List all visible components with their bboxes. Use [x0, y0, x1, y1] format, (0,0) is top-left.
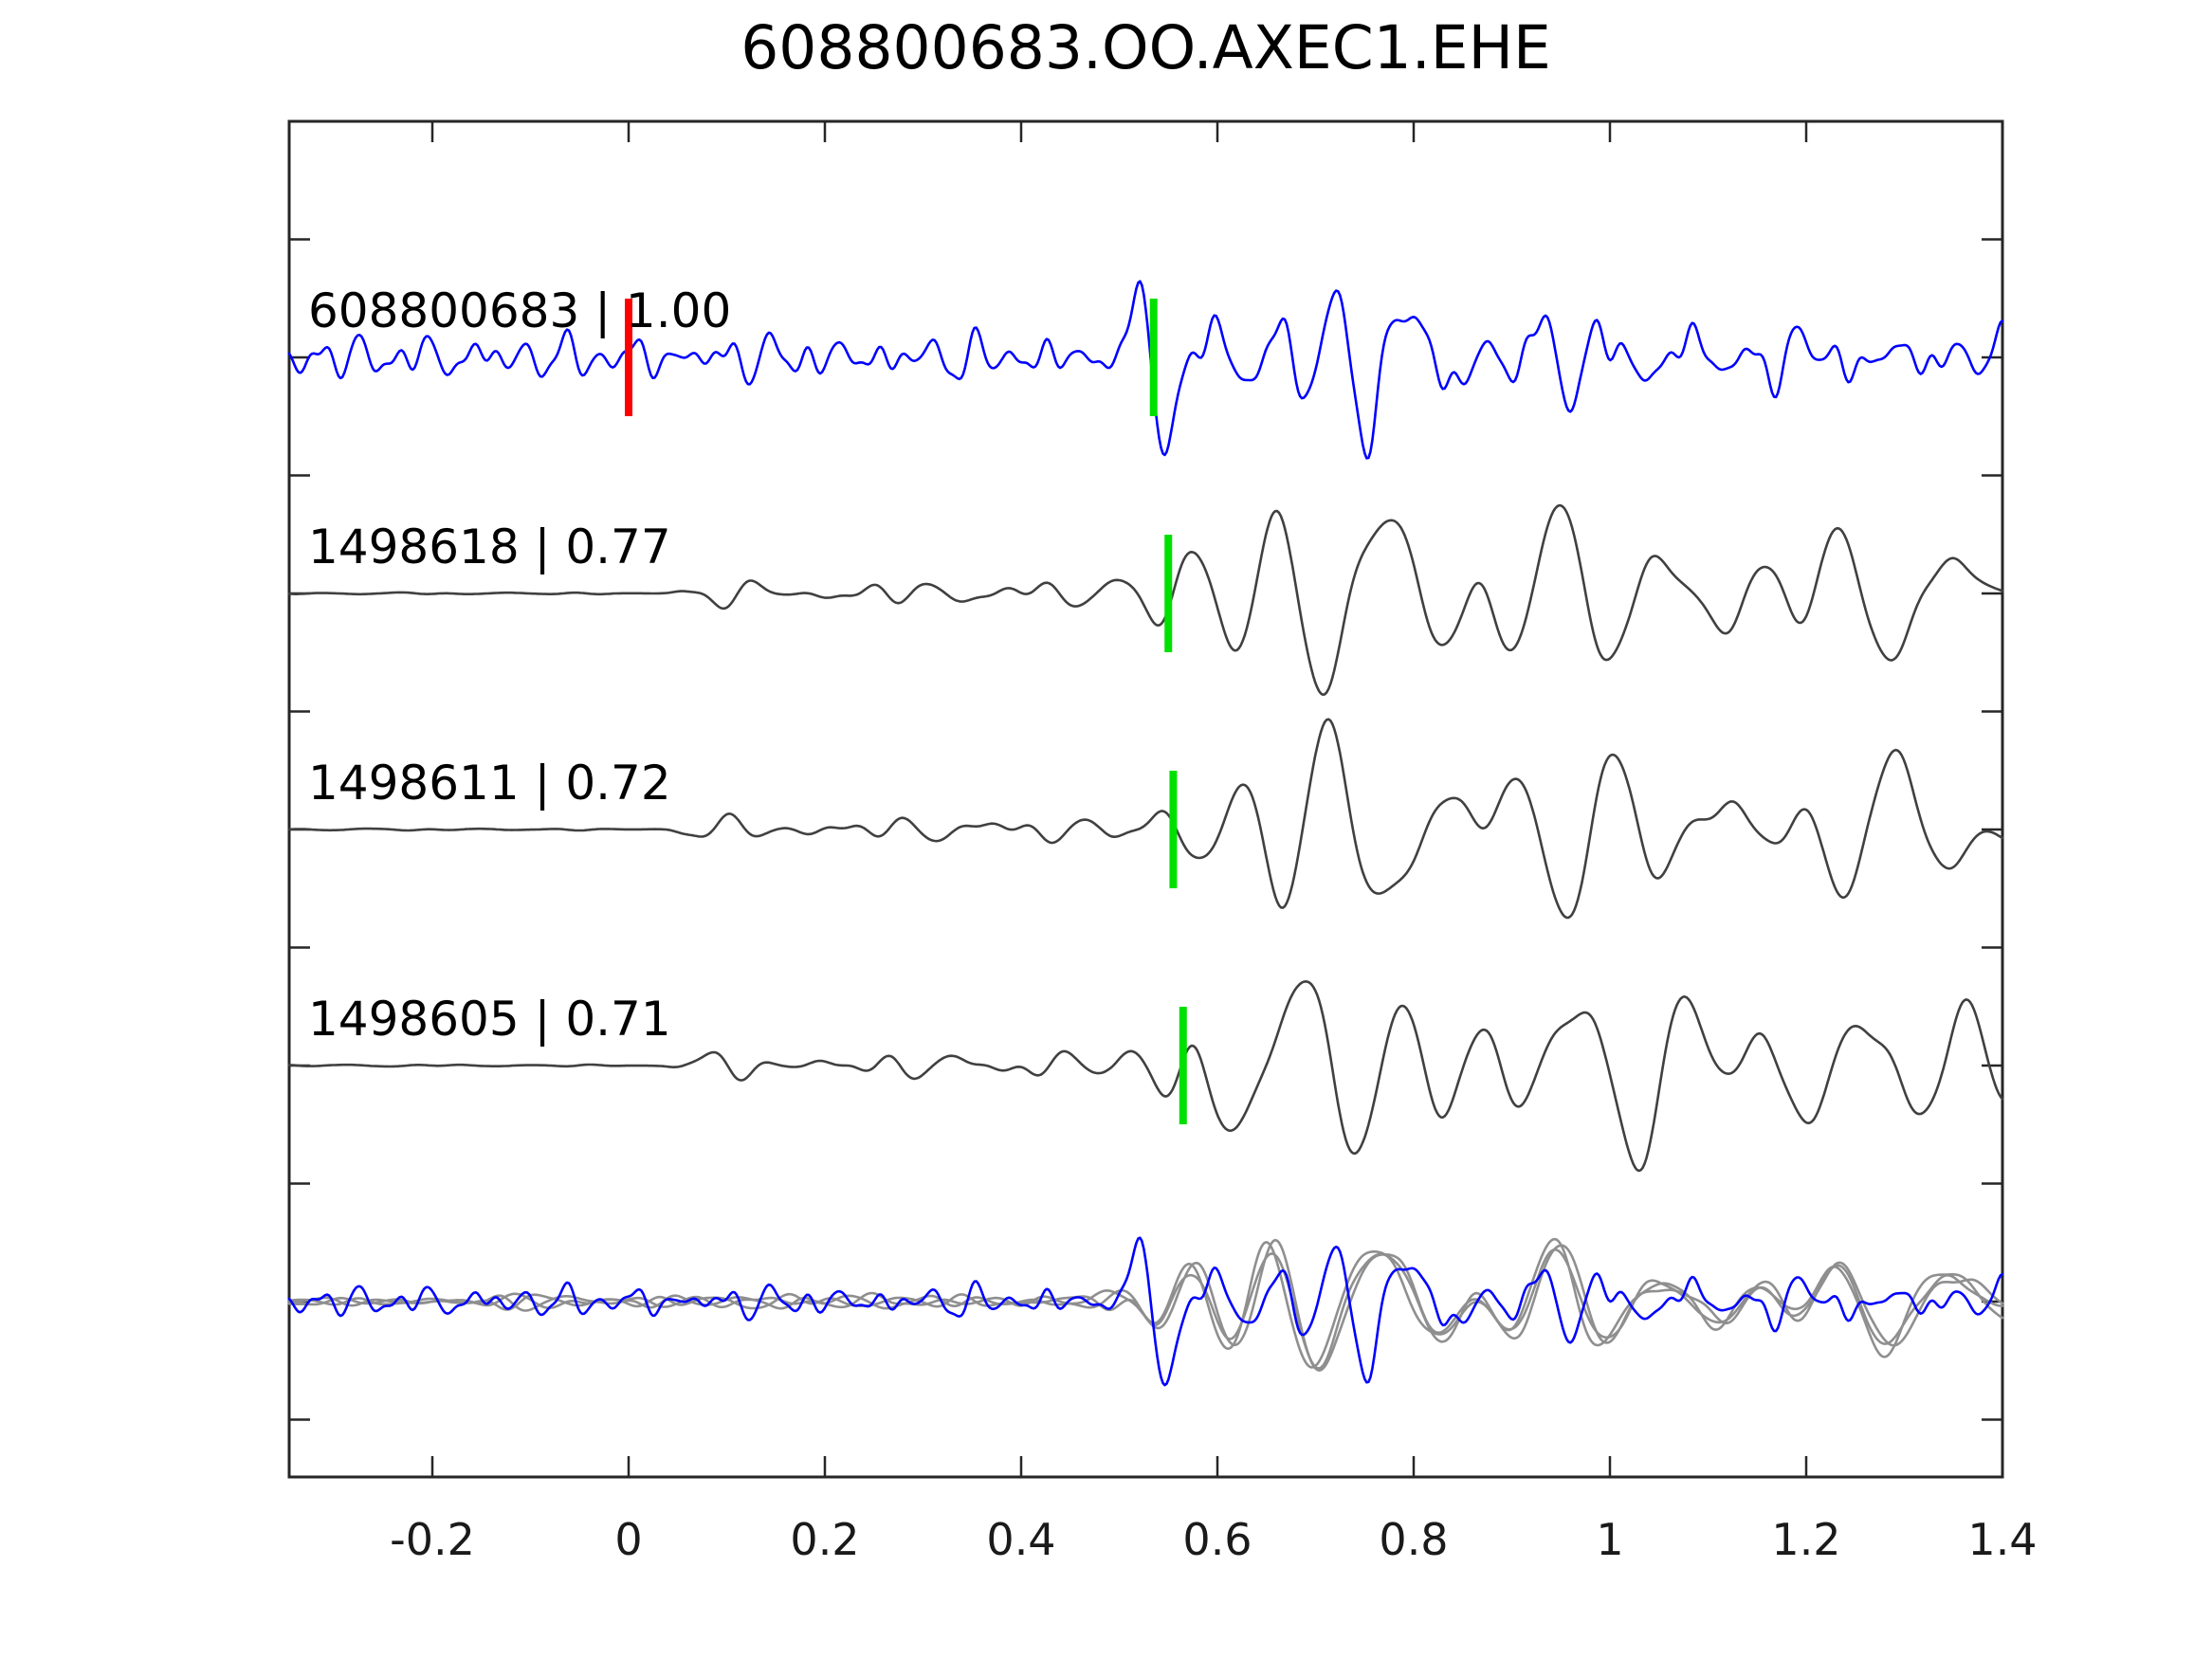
reference-time-marker [625, 299, 632, 416]
x-tick-label: 1.4 [1967, 1514, 2037, 1565]
x-tick-label: 1.2 [1771, 1514, 1840, 1565]
x-tick-label: -0.2 [390, 1514, 475, 1565]
pick-marker-1498611 [1169, 771, 1178, 888]
pick-marker-1498605 [1179, 1007, 1187, 1124]
plot-title: 608800683.OO.AXEC1.EHE [740, 13, 1551, 82]
trace-label-608800683: 608800683 | 1.00 [308, 283, 731, 338]
x-tick-label: 0.8 [1379, 1514, 1448, 1565]
waveform-trace-overlay-detection [287, 1237, 2004, 1369]
pick-marker-1498618 [1164, 535, 1173, 652]
plot-frame [287, 119, 2004, 1479]
trace-label-1498611: 1498611 | 0.72 [308, 756, 671, 811]
pick-marker-608800683 [1149, 299, 1158, 416]
trace-label-1498618: 1498618 | 0.77 [308, 520, 671, 574]
x-tick-label: 0.2 [790, 1514, 859, 1565]
trace-label-1498605: 1498605 | 0.71 [308, 992, 671, 1047]
waveform-trace-overlay-template [287, 1236, 2004, 1387]
x-tick-label: 1 [1596, 1514, 1623, 1565]
x-tick-label: 0.4 [986, 1514, 1055, 1565]
waveform-trace-608800683 [287, 280, 2004, 460]
waveform-trace-1498618 [287, 503, 2004, 697]
x-tick-label: 0 [614, 1514, 642, 1565]
waveform-trace-1498605 [287, 980, 2004, 1173]
x-tick-label: 0.6 [1182, 1514, 1252, 1565]
waveform-trace-1498611 [287, 718, 2004, 920]
